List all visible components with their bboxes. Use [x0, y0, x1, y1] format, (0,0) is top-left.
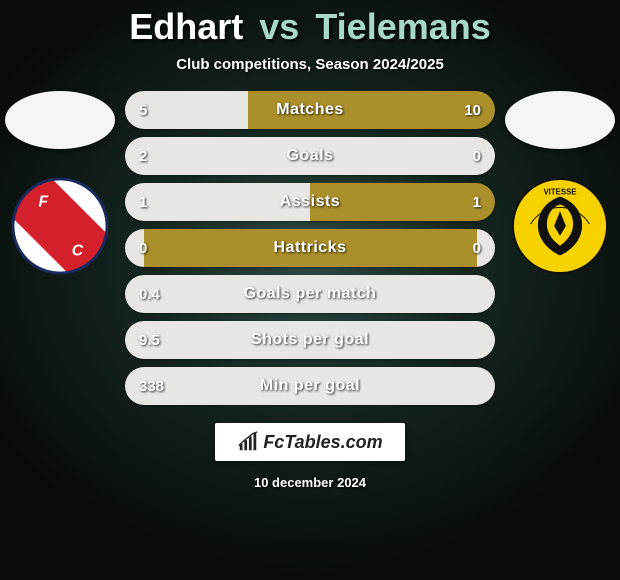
stat-label: Goals per match	[199, 285, 421, 303]
watermark-text: FcTables.com	[263, 432, 382, 453]
player2-avatar-placeholder	[505, 91, 615, 149]
stat-left-value: 5	[139, 102, 199, 119]
stat-left-value: 0.4	[139, 286, 199, 303]
stat-bar: 338Min per goal	[125, 367, 495, 405]
stat-left-value: 1	[139, 194, 199, 211]
stat-left-value: 0	[139, 240, 199, 257]
player1-side: F C	[0, 91, 120, 275]
player1-name: Edhart	[129, 6, 243, 47]
stat-left-value: 338	[139, 378, 199, 395]
stat-label: Min per goal	[199, 377, 421, 395]
stat-right-value: 1	[421, 194, 481, 211]
stat-bar: 0Hattricks0	[125, 229, 495, 267]
title-vs: vs	[259, 6, 299, 47]
svg-text:F: F	[38, 193, 48, 210]
svg-text:VITESSE: VITESSE	[543, 188, 576, 197]
player2-club-badge: VITESSE	[511, 177, 609, 275]
comparison-columns: F C 5Matches102Goals01Assists10Hattricks…	[0, 91, 620, 405]
subtitle: Club competitions, Season 2024/2025	[176, 56, 444, 73]
player1-club-badge: F C	[11, 177, 109, 275]
stat-bar: 1Assists1	[125, 183, 495, 221]
stat-bar: 9.5Shots per goal	[125, 321, 495, 359]
snapshot-date: 10 december 2024	[254, 475, 366, 490]
player2-name: Tielemans	[315, 6, 490, 47]
chart-icon	[237, 431, 259, 453]
stat-right-value: 0	[421, 240, 481, 257]
stat-right-value: 0	[421, 148, 481, 165]
player2-side: VITESSE	[500, 91, 620, 275]
stat-bar: 5Matches10	[125, 91, 495, 129]
watermark: FcTables.com	[215, 423, 404, 461]
stat-right-value: 10	[421, 102, 481, 119]
svg-text:C: C	[72, 242, 84, 259]
stat-label: Assists	[199, 193, 421, 211]
stat-label: Matches	[199, 101, 421, 119]
stat-left-value: 2	[139, 148, 199, 165]
stat-label: Goals	[199, 147, 421, 165]
stat-label: Hattricks	[199, 239, 421, 257]
page-title: Edhart vs Tielemans	[129, 6, 491, 48]
stat-bar: 2Goals0	[125, 137, 495, 175]
stat-left-value: 9.5	[139, 332, 199, 349]
stat-label: Shots per goal	[199, 331, 421, 349]
player1-avatar-placeholder	[5, 91, 115, 149]
stat-bars: 5Matches102Goals01Assists10Hattricks00.4…	[120, 91, 500, 405]
stat-bar: 0.4Goals per match	[125, 275, 495, 313]
